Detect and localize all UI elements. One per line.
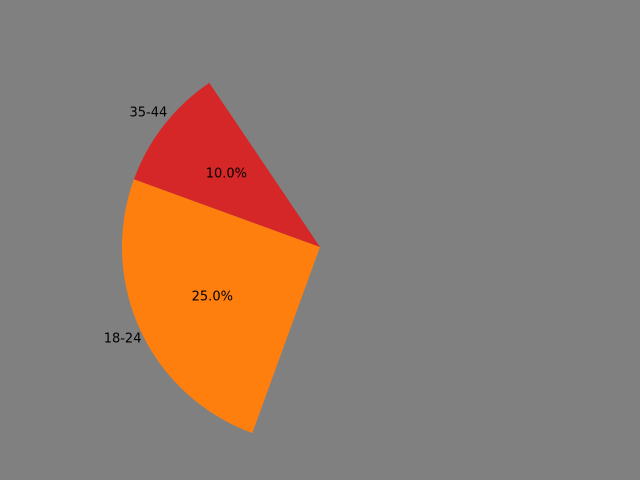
pie-category-label-35-44: 35-44 [130, 105, 168, 120]
pie-slice-35-44 [133, 82, 320, 247]
pie-percent-label-18-24: 25.0% [192, 290, 233, 305]
pie-percent-label-35-44: 10.0% [206, 166, 247, 181]
pie-category-label-18-24: 18-24 [104, 332, 142, 347]
pie-slice-18-24 [121, 179, 320, 434]
